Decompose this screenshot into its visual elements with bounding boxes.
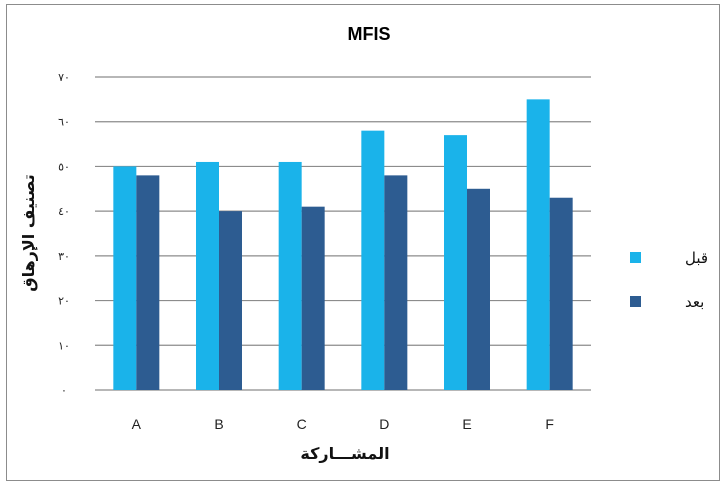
bar-after-f [549, 197, 573, 390]
bar-after-c [301, 206, 325, 390]
bar-before-d [361, 130, 385, 390]
x-tick-label: C [297, 416, 307, 432]
bar-after-b [219, 211, 242, 390]
chart-title: MFIS [348, 24, 391, 44]
legend-label: قبل [685, 249, 708, 267]
bar-before-e [444, 135, 467, 390]
y-tick-label: ٢٠ [58, 295, 70, 308]
x-tick-label: D [379, 416, 389, 432]
x-tick-label: A [132, 416, 142, 432]
bar-before-a [113, 166, 137, 390]
y-tick-label: ٣٠ [58, 250, 70, 263]
y-axis-label: تصنيف الإرهاق [19, 174, 38, 291]
legend-swatch [630, 296, 641, 307]
x-tick-label: F [545, 416, 554, 432]
y-tick-label: ٠ [61, 384, 67, 397]
bar-before-f [526, 99, 550, 390]
y-tick-label: ١٠ [58, 339, 70, 352]
legend-swatch [630, 252, 641, 263]
legend-label: بعد [685, 293, 704, 311]
x-axis-label: المشـــاركة [300, 444, 389, 463]
y-tick-label: ٧٠ [58, 71, 70, 84]
bar-before-c [278, 161, 302, 390]
x-tick-label: B [214, 416, 223, 432]
bar-after-a [136, 175, 160, 390]
x-tick-label: E [462, 416, 471, 432]
bar-before-b [196, 161, 219, 390]
bar-after-d [384, 175, 408, 390]
legend-item: قبل [630, 249, 708, 267]
y-tick-label: ٦٠ [58, 116, 70, 129]
legend-item: بعد [630, 293, 704, 311]
y-tick-label: ٤٠ [58, 205, 70, 218]
y-tick-label: ٥٠ [58, 160, 70, 173]
bar-after-e [467, 188, 490, 390]
